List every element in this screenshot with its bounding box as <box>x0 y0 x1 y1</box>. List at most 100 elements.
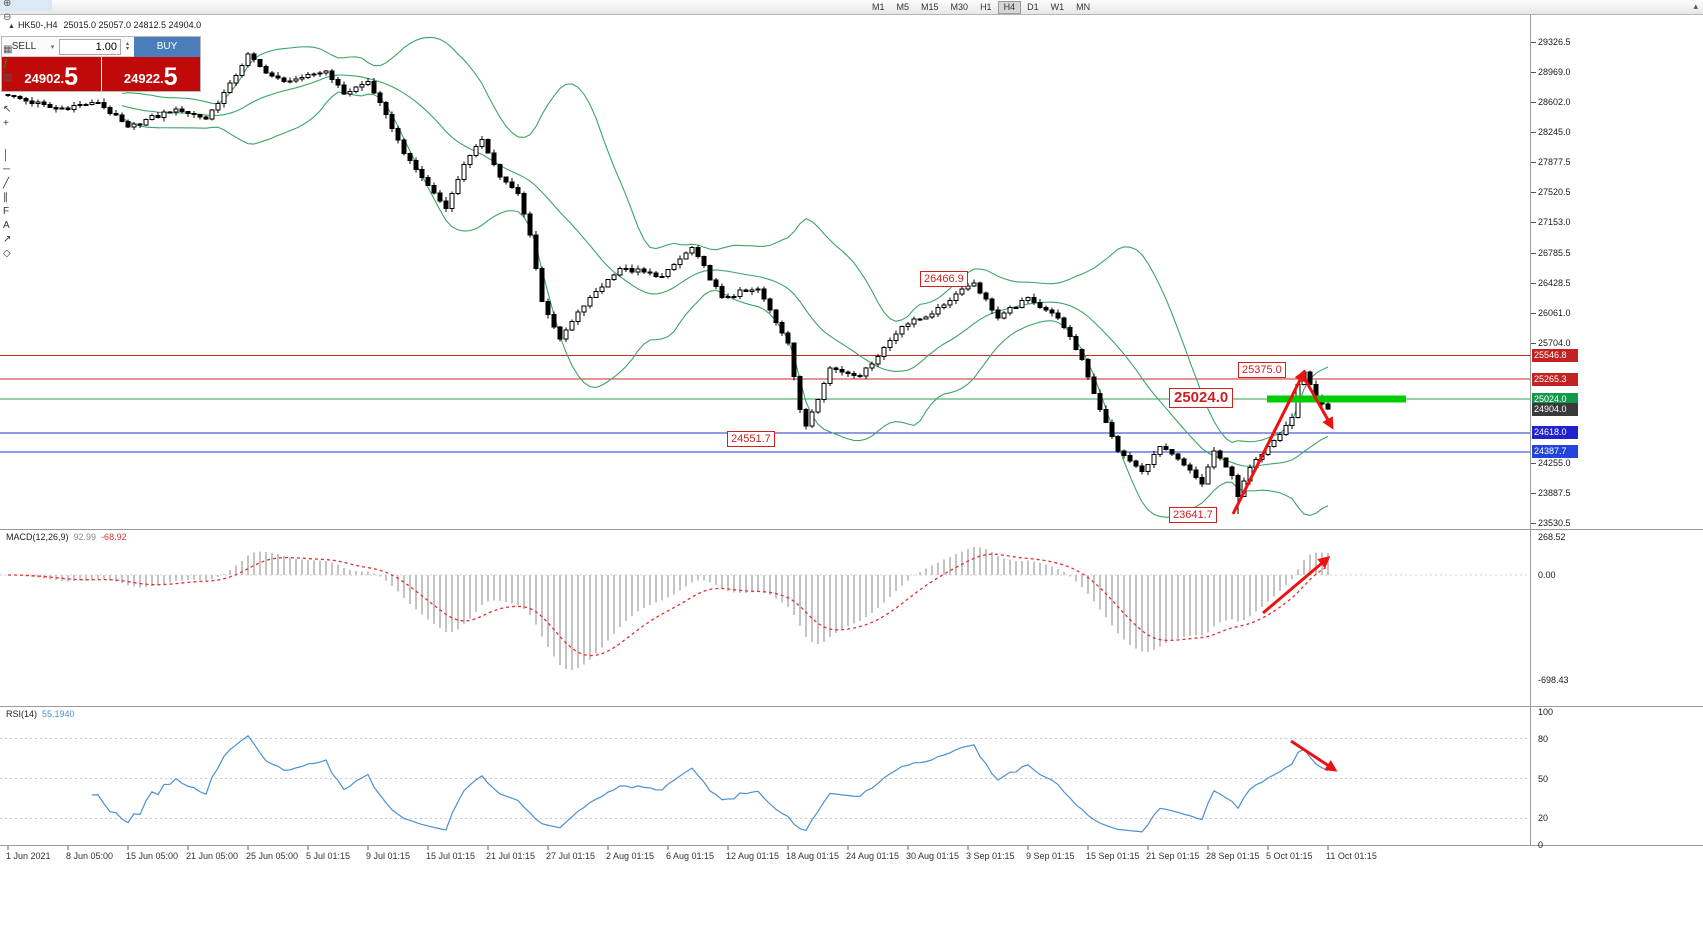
templates-icon[interactable]: ▧ <box>0 71 52 85</box>
macd-axis-label: -698.43 <box>1538 675 1569 685</box>
crosshair-icon[interactable]: + <box>0 117 52 131</box>
timeframe-toolbar: M1 M5 M15 M30 H1 H4 D1 W1 MN <box>866 1 1096 14</box>
cursor-icon: ↖ <box>3 104 12 115</box>
stepper-down-icon[interactable]: ▾ <box>125 45 129 52</box>
indicators-icon: ƒ <box>3 58 9 69</box>
timeframe-h4-button[interactable]: H4 <box>997 1 1022 14</box>
volume-dropdown-icon[interactable]: ▾ <box>50 43 55 51</box>
trend-arrow[interactable] <box>1290 739 1338 772</box>
buy-button[interactable]: BUY <box>134 36 200 57</box>
toolbar: ▥▾+新订单▤◫◧▣▶自动交易║▯~⊕⊖▦ƒ▧↖+│─╱∥FA↗◇ M1M5M1… <box>0 0 1703 259</box>
time-axis-label: 8 Jun 05:00 <box>66 851 114 861</box>
price-axis-label: 28602.0 <box>1538 97 1571 108</box>
toolbar-expand-icon[interactable]: ▴ <box>1693 1 1698 11</box>
time-axis-label: 9 Sep 01:15 <box>1026 851 1075 861</box>
shapes-icon[interactable]: ◇ <box>0 247 52 261</box>
price-axis-label: 26061.0 <box>1538 307 1571 318</box>
price-annotation[interactable]: 23641.7 <box>1169 507 1217 523</box>
bollinger-upper-band <box>121 36 1329 444</box>
stepper-up-icon[interactable]: ▴ <box>125 40 129 47</box>
trend-arrow[interactable] <box>1231 369 1306 515</box>
vertical-line-icon[interactable]: │ <box>0 149 52 163</box>
rsi-value: 55.1940 <box>42 709 75 719</box>
timeframe-mn-button[interactable]: MN <box>1076 2 1091 12</box>
trend-arrow[interactable] <box>1262 556 1331 615</box>
trend-arrow[interactable] <box>1300 373 1334 430</box>
buy-price-button[interactable]: 24922. 5 <box>101 57 200 91</box>
collapse-trade-widget-icon[interactable]: ▲ <box>8 23 15 30</box>
indicators-icon[interactable]: ƒ <box>0 57 52 71</box>
tile-windows-icon[interactable]: ▦ <box>0 43 52 57</box>
time-axis-label: 21 Sep 01:15 <box>1146 851 1200 861</box>
time-axis-label: 27 Jul 01:15 <box>546 851 596 861</box>
price-axis-tickmark <box>1531 462 1536 464</box>
sell-button[interactable]: SELL <box>11 41 37 52</box>
zoom-in-icon: ⊕ <box>3 0 12 9</box>
rsi-axis-label: 0 <box>1538 840 1544 850</box>
rsi-axis-label: 100 <box>1538 707 1554 717</box>
time-axis-label: 6 Aug 01:15 <box>666 851 715 861</box>
channel-icon[interactable]: ∥ <box>0 191 52 205</box>
trendline-icon[interactable]: ╱ <box>0 177 52 191</box>
time-axis-label: 24 Aug 01:15 <box>846 851 900 861</box>
horizontal-line-icon[interactable]: ─ <box>0 163 52 177</box>
time-axis-label: 5 Jul 01:15 <box>306 851 351 861</box>
time-axis-label: 15 Jul 01:15 <box>426 851 476 861</box>
candlestick-series <box>5 52 1331 514</box>
macd-axis-label: 268.52 <box>1538 532 1566 542</box>
time-axis-label: 1 Jun 2021 <box>6 851 51 861</box>
price-axis-tickmark <box>1531 342 1536 344</box>
cursor-icon[interactable]: ↖ <box>0 103 52 117</box>
price-level-tag: 24618.0 <box>1532 426 1578 440</box>
time-axis-label: 18 Aug 01:15 <box>786 851 840 861</box>
time-axis-label: 25 Jun 05:00 <box>246 851 299 861</box>
volume-stepper[interactable]: ▴ ▾ <box>121 40 134 52</box>
rsi-grid <box>0 738 1530 819</box>
arrow-tool-icon[interactable]: ↗ <box>0 233 52 247</box>
macd-signal-value: -68.92 <box>101 532 127 542</box>
macd-signal <box>7 553 1329 657</box>
one-click-trading-widget: SELL ▾ ▴▾ BUY 24902.5 24922.5 <box>2 36 200 91</box>
price-axis-label: 25704.0 <box>1538 337 1571 348</box>
price-axis-label: 27153.0 <box>1538 217 1571 228</box>
time-axis-label: 12 Aug 01:15 <box>726 851 780 861</box>
zoom-out-icon[interactable]: ⊖ <box>0 11 52 25</box>
buy-price-frac: 5 <box>163 63 178 91</box>
price-axis-tickmark <box>1531 493 1536 495</box>
timeframe-w1-button[interactable]: W1 <box>1050 2 1065 12</box>
price-axis-tickmark <box>1531 42 1536 43</box>
time-axis-label: 11 Oct 01:15 <box>1326 851 1377 861</box>
macd-histogram <box>13 547 1329 670</box>
zoom-in-icon[interactable]: ⊕ <box>0 0 52 11</box>
arrow-tool-icon: ↗ <box>3 234 12 245</box>
timeframe-m5-button[interactable]: M5 <box>896 2 910 12</box>
channel-icon: ∥ <box>3 192 8 203</box>
time-axis-label: 3 Sep 01:15 <box>966 851 1015 861</box>
trendline-icon: ╱ <box>3 178 10 189</box>
vertical-line-icon: │ <box>3 150 10 161</box>
sell-price-button[interactable]: 24902. 5 <box>2 57 102 91</box>
price-level-tag: 25546.8 <box>1532 349 1578 363</box>
timeframe-m15-button[interactable]: M15 <box>921 2 939 12</box>
price-axis-tickmark <box>1531 523 1536 524</box>
timeframe-d1-button[interactable]: D1 <box>1027 2 1039 12</box>
timeframe-h1-button[interactable]: H1 <box>980 2 992 12</box>
price-annotation[interactable]: 24551.7 <box>727 431 775 447</box>
timeframe-m30-button[interactable]: M30 <box>950 2 969 12</box>
ohlc-values: 25015.0 25057.0 24812.5 24904.0 <box>63 20 202 30</box>
price-annotation[interactable]: 25375.0 <box>1238 362 1286 378</box>
rsi-axis-label: 20 <box>1538 813 1549 824</box>
price-axis-label: 24255.0 <box>1538 457 1571 468</box>
rsi-line <box>91 735 1329 833</box>
price-axis-tickmark <box>1531 252 1536 254</box>
text-tool-icon[interactable]: A <box>0 219 52 233</box>
fibonacci-icon[interactable]: F <box>0 205 52 219</box>
price-annotation[interactable]: 26466.9 <box>920 271 968 287</box>
rsi-indicator-label: RSI(14) 55.1940 <box>4 709 77 719</box>
timeframe-m1-button[interactable]: M1 <box>872 2 885 12</box>
volume-input[interactable] <box>59 38 121 55</box>
price-annotation[interactable]: 25024.0 <box>1169 388 1234 408</box>
bollinger-lower-band <box>121 91 1329 518</box>
templates-icon: ▧ <box>3 72 13 83</box>
